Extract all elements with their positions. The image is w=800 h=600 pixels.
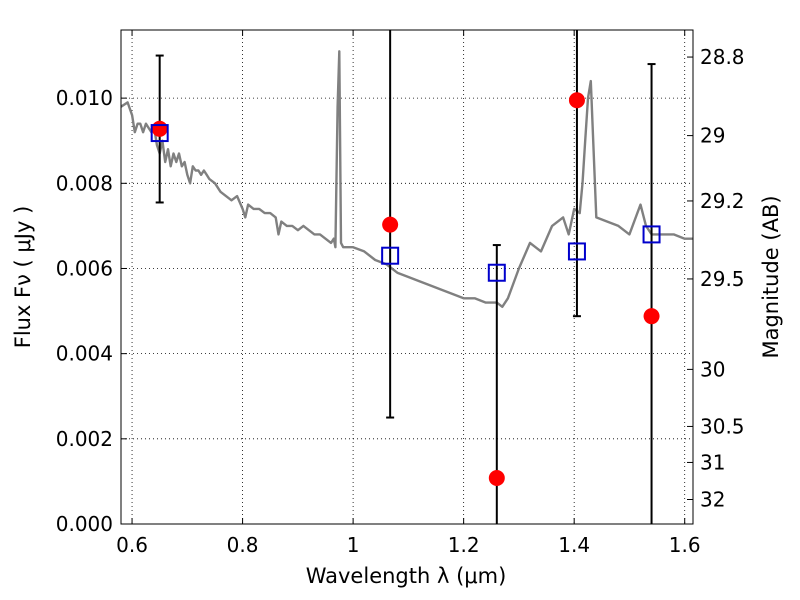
y2-tick-label: 29: [700, 124, 725, 148]
observed-flux-point: [488, 470, 505, 487]
plot-frame: [120, 29, 694, 525]
observed-flux-point: [568, 92, 585, 109]
model-photometry-point: [642, 225, 661, 244]
error-bar-layer: [150, 30, 661, 524]
grid-lines: [121, 30, 693, 524]
x-tick-label: 1.4: [558, 533, 590, 557]
observed-flux-point: [643, 308, 660, 325]
y2-tick-label: 30: [700, 357, 725, 381]
y-tick-label: 0.002: [56, 427, 113, 451]
model-photometry-point: [567, 242, 586, 261]
data-layer: [121, 50, 693, 308]
model-photometry-point: [487, 263, 506, 282]
y2-tick-label: 32: [700, 487, 725, 511]
y2-tick-label: 30.5: [700, 414, 745, 438]
observed-flux-point: [382, 216, 399, 233]
x-tick-label: 1.6: [669, 533, 701, 557]
y2-tick-label: 29.5: [700, 267, 745, 291]
model-spectrum-line: [121, 50, 693, 308]
y-tick-label: 0.008: [56, 171, 113, 195]
y-tick-label: 0.000: [56, 512, 113, 536]
observed-flux-point: [151, 120, 168, 137]
x-tick-label: 0.6: [116, 533, 148, 557]
y-tick-label: 0.010: [56, 86, 113, 110]
y2-tick-label: 29.2: [700, 189, 745, 213]
model-photometry-point: [381, 246, 400, 265]
model-photometry-point: [150, 124, 169, 143]
y-tick-label: 0.006: [56, 256, 113, 280]
x-tick-label: 1: [347, 533, 360, 557]
tick-marks: [121, 30, 693, 525]
y-axis-label: Flux Fν ( μJy ): [11, 206, 35, 349]
y2-tick-label: 28.8: [700, 45, 745, 69]
x-tick-label: 0.8: [227, 533, 259, 557]
x-axis-label: Wavelength λ (μm): [306, 564, 507, 588]
x-tick-label: 1.2: [448, 533, 480, 557]
tick-labels: 0.6 0.8 1 1.2 1.4 1.6 0.000 0.002 0.004 0.006 0.00…: [56, 45, 745, 557]
y2-axis-label: Magnitude (AB): [759, 195, 783, 358]
y-tick-label: 0.004: [56, 342, 113, 366]
y2-tick-label: 31: [700, 450, 725, 474]
